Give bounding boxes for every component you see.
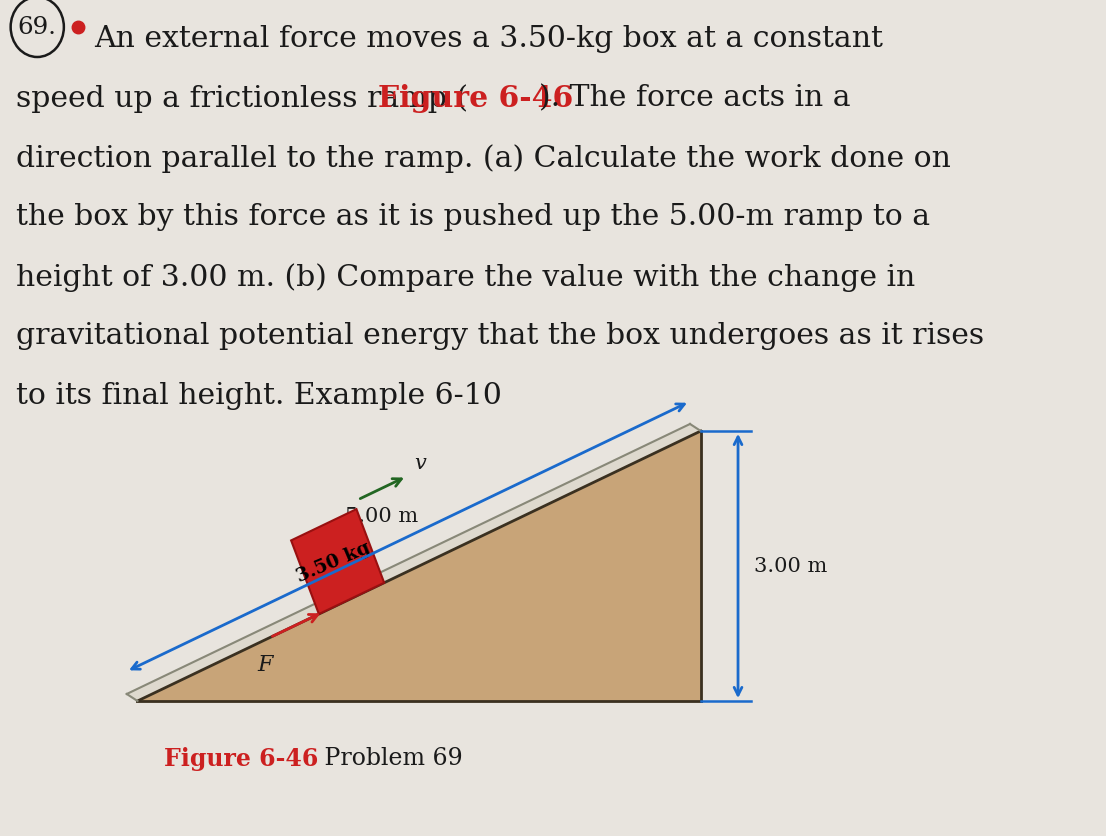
Text: gravitational potential energy that the box undergoes as it rises: gravitational potential energy that the … <box>15 322 984 350</box>
Text: 5.00 m: 5.00 m <box>345 506 418 525</box>
Text: height of 3.00 m. (b) Compare the value with the change in: height of 3.00 m. (b) Compare the value … <box>15 263 916 292</box>
Text: An external force moves a 3.50-kg box at a constant: An external force moves a 3.50-kg box at… <box>94 25 883 53</box>
Text: 69.: 69. <box>18 17 56 39</box>
Text: ). The force acts in a: ). The force acts in a <box>540 84 851 112</box>
Text: Problem 69: Problem 69 <box>316 747 462 770</box>
Polygon shape <box>137 431 701 701</box>
Text: speed up a frictionless ramp (: speed up a frictionless ramp ( <box>15 84 468 113</box>
Text: 3.50 kg: 3.50 kg <box>293 538 373 585</box>
Text: the box by this force as it is pushed up the 5.00-m ramp to a: the box by this force as it is pushed up… <box>15 203 930 232</box>
Polygon shape <box>291 509 384 614</box>
Polygon shape <box>127 425 701 701</box>
Text: Figure 6-46: Figure 6-46 <box>378 84 573 114</box>
Text: 3.00 m: 3.00 m <box>754 557 827 576</box>
Text: v: v <box>414 454 426 473</box>
Text: F: F <box>258 653 273 675</box>
Text: to its final height. Example 6-10: to its final height. Example 6-10 <box>15 381 502 410</box>
Text: direction parallel to the ramp. (a) Calculate the work done on: direction parallel to the ramp. (a) Calc… <box>15 144 951 172</box>
Text: Figure 6-46: Figure 6-46 <box>164 746 319 770</box>
